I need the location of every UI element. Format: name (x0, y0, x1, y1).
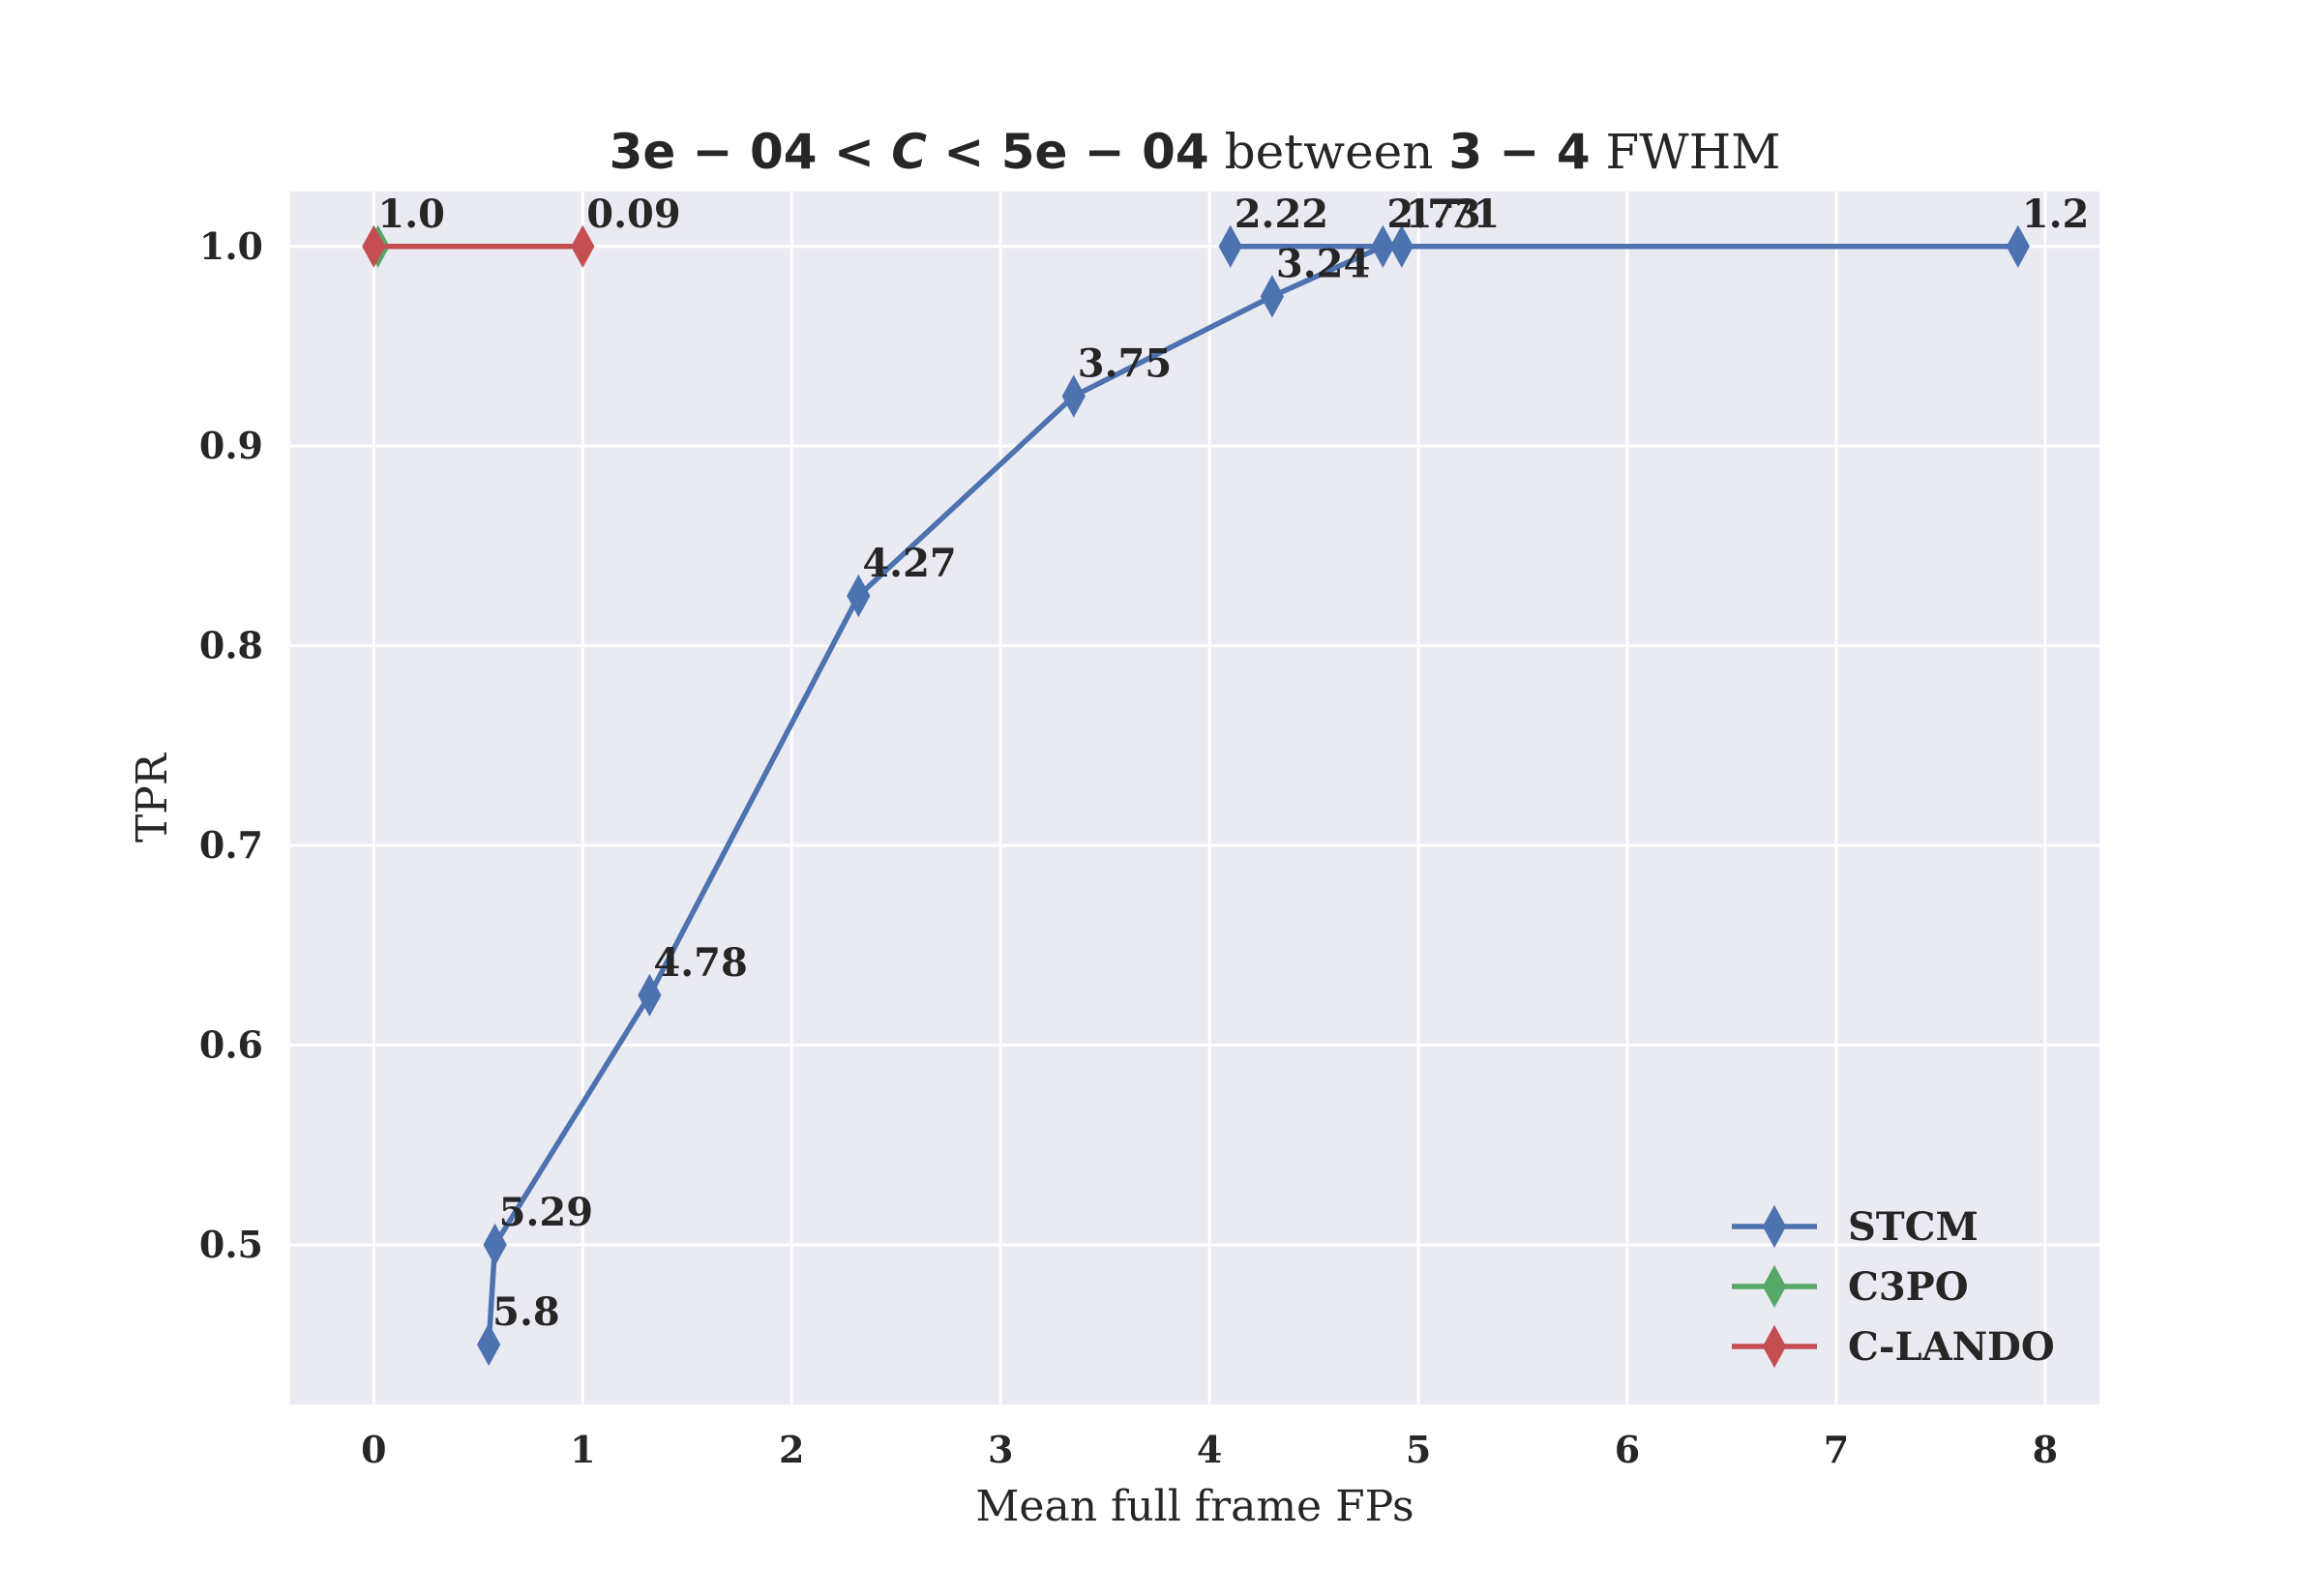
grid-lines (290, 192, 2099, 1404)
x-tick-label: 1 (570, 1428, 595, 1471)
data-label: 4.27 (862, 541, 956, 586)
data-point (362, 224, 386, 268)
title-math-var: C (891, 124, 927, 180)
data-label: 3.24 (1276, 241, 1370, 286)
legend: STCM C3PO C-LANDO (1732, 1204, 2055, 1370)
title-range: 3 − 4 (1448, 124, 1590, 180)
data-point (483, 1223, 507, 1266)
data-label: 5.8 (492, 1289, 560, 1335)
data-point (1260, 275, 1285, 318)
x-tick-label: 7 (1824, 1428, 1849, 1471)
data-label: 1.0 (377, 192, 445, 237)
title-between: between (1209, 124, 1449, 180)
data-label: 5.29 (499, 1190, 593, 1235)
x-tick-labels: 0 1 2 3 4 5 6 7 8 (361, 1428, 2058, 1471)
legend-marker (1762, 1324, 1787, 1369)
data-point (571, 224, 595, 268)
data-label: 1.2 (2022, 192, 2090, 237)
y-tick-labels: 0.5 0.6 0.7 0.8 0.9 1.0 (199, 224, 263, 1266)
x-tick-label: 5 (1406, 1428, 1431, 1471)
title-math-right: < 5e − 04 (927, 124, 1209, 180)
y-axis-label: TPR (128, 752, 177, 842)
data-point (638, 973, 662, 1017)
plot-area (290, 192, 2099, 1404)
x-tick-label: 6 (1615, 1428, 1640, 1471)
y-tick-label: 0.5 (199, 1223, 263, 1266)
y-tick-label: 0.6 (199, 1022, 263, 1066)
y-tick-label: 0.7 (199, 823, 263, 867)
legend-item: C3PO (1732, 1264, 1969, 1310)
x-tick-label: 3 (988, 1428, 1013, 1471)
legend-label: C3PO (1848, 1264, 1969, 1310)
chart-title: 3e − 04 < C < 5e − 04 between 3 − 4 FWHM (610, 124, 1781, 180)
point-annotations: 5.8 5.29 4.78 4.27 3.75 3.24 2.731.71 1.2 2.22 1.… (377, 192, 2089, 1335)
y-tick-label: 0.8 (199, 624, 263, 667)
data-label: 3.75 (1078, 341, 1172, 387)
series-c-lando (362, 224, 595, 268)
data-point (2006, 224, 2030, 268)
x-tick-label: 4 (1197, 1428, 1222, 1471)
y-tick-label: 1.0 (199, 224, 263, 268)
series-stcm (476, 224, 2030, 1367)
data-label: 0.09 (586, 192, 680, 237)
data-point (476, 1322, 501, 1367)
series-line (486, 244, 2021, 1347)
x-tick-label: 2 (779, 1428, 804, 1471)
x-tick-label: 0 (361, 1428, 386, 1471)
data-label: 2.73 (1386, 192, 1480, 237)
data-point (847, 574, 871, 618)
data-point (1061, 374, 1086, 418)
legend-marker (1762, 1264, 1787, 1309)
legend-label: C-LANDO (1848, 1324, 2055, 1370)
data-point (1218, 224, 1242, 268)
data-point (1371, 224, 1395, 268)
legend-marker (1762, 1204, 1787, 1249)
series-layer (362, 224, 2030, 1367)
data-label: 2.22 (1235, 192, 1328, 237)
x-axis-label: Mean full frame FPs (975, 1482, 1414, 1531)
legend-item: STCM (1732, 1204, 1979, 1250)
legend-item: C-LANDO (1732, 1324, 2055, 1370)
data-label: 1.71 (1406, 192, 1500, 237)
legend-label: STCM (1848, 1204, 1979, 1250)
title-math-left: 3e − 04 < (610, 124, 892, 180)
data-label: 4.78 (653, 940, 747, 986)
x-tick-label: 8 (2033, 1428, 2058, 1471)
y-tick-label: 0.9 (199, 424, 263, 467)
title-unit: FWHM (1591, 124, 1781, 180)
data-point (1389, 224, 1414, 268)
